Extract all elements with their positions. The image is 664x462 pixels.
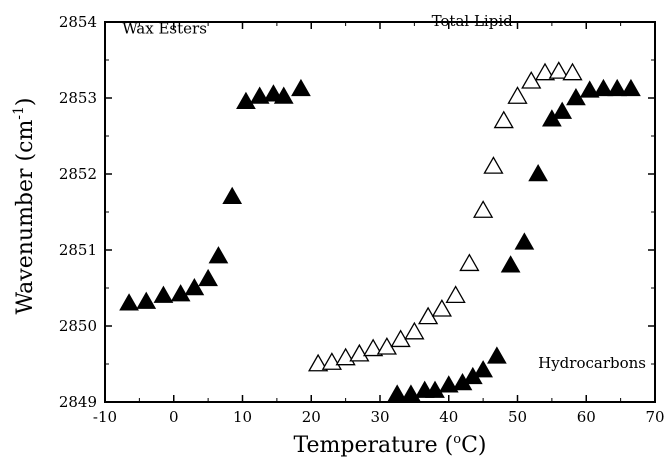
hydrocarbons-point	[500, 255, 521, 273]
hydrocarbons-point	[387, 384, 408, 402]
wax-esters-point	[198, 268, 218, 287]
wax-esters-point	[236, 91, 256, 110]
hydrocarbons-point	[607, 78, 628, 97]
wax-esters-point	[119, 293, 139, 311]
total-lipid-point	[445, 285, 466, 304]
hydrocarbons-point	[473, 360, 493, 378]
wax-esters-point	[222, 186, 243, 205]
x-tick-label: 70	[645, 408, 664, 426]
total-lipid-point	[431, 298, 452, 317]
hydrocarbons-point	[514, 232, 535, 250]
total-lipid-point	[483, 156, 504, 174]
data-marks	[119, 61, 641, 402]
total-lipid-point	[349, 343, 370, 362]
x-tick-label: 40	[439, 408, 458, 426]
hydrocarbons-point	[579, 80, 600, 98]
wax-esters-point	[153, 285, 174, 303]
total-lipid-point	[507, 86, 528, 104]
wax-esters-point	[249, 86, 270, 104]
wax-esters-point	[136, 291, 157, 309]
total-lipid-point	[534, 62, 556, 81]
total-lipid-point	[335, 347, 356, 366]
annotation-wax-esters: Wax Esters	[122, 19, 207, 37]
total-lipid-point	[404, 321, 425, 340]
hydrocarbons-point	[425, 380, 445, 398]
hydrocarbons-point	[593, 78, 614, 97]
total-lipid-point	[363, 338, 384, 357]
total-lipid-point	[308, 353, 329, 372]
hydrocarbons-point	[621, 78, 641, 97]
x-tick-label: 60	[577, 408, 596, 426]
y-tick-label: 2850	[59, 317, 97, 335]
hydrocarbons-point	[528, 163, 548, 182]
x-tick-label: -10	[93, 408, 117, 426]
hydrocarbons-point	[552, 101, 573, 119]
hydrocarbons-point	[401, 384, 421, 402]
x-tick-label: 30	[370, 408, 389, 426]
wax-esters-point	[208, 246, 229, 264]
x-tick-label: 0	[169, 408, 179, 426]
total-lipid-point	[493, 110, 514, 129]
y-tick-label: 2849	[59, 393, 97, 411]
y-tick-label: 2851	[59, 241, 97, 259]
total-lipid-point	[548, 61, 569, 79]
wax-esters-point	[273, 86, 294, 104]
annotation-hydrocarbons: Hydrocarbons	[538, 354, 646, 372]
wax-esters-point	[184, 277, 205, 296]
y-tick-label: 2854	[59, 13, 97, 31]
axis-ticks: -10 0 10 20 30 40 50 60 70 2849 2850 2851 2852 2853 28…	[59, 13, 664, 426]
annotations: Wax Esters Total Lipid Hydrocarbons	[122, 12, 646, 372]
x-tick-label: 50	[508, 408, 527, 426]
x-tick-label: 20	[302, 408, 321, 426]
total-lipid-point	[459, 253, 480, 272]
wax-esters-point	[291, 78, 311, 97]
hydrocarbons-point	[487, 346, 507, 364]
total-lipid-point	[562, 62, 583, 81]
hydrocarbons-point	[438, 375, 459, 393]
x-axis-label: Temperature (oC)	[294, 432, 487, 458]
y-tick-label: 2852	[59, 165, 97, 183]
wax-esters-point	[170, 284, 191, 302]
y-tick-label: 2853	[59, 89, 97, 107]
x-tick-label: 10	[233, 408, 252, 426]
total-lipid-point	[473, 200, 494, 218]
y-axis-label: Wavenumber (cm-1)	[11, 97, 38, 314]
annotation-total-lipid: Total Lipid	[432, 12, 514, 30]
